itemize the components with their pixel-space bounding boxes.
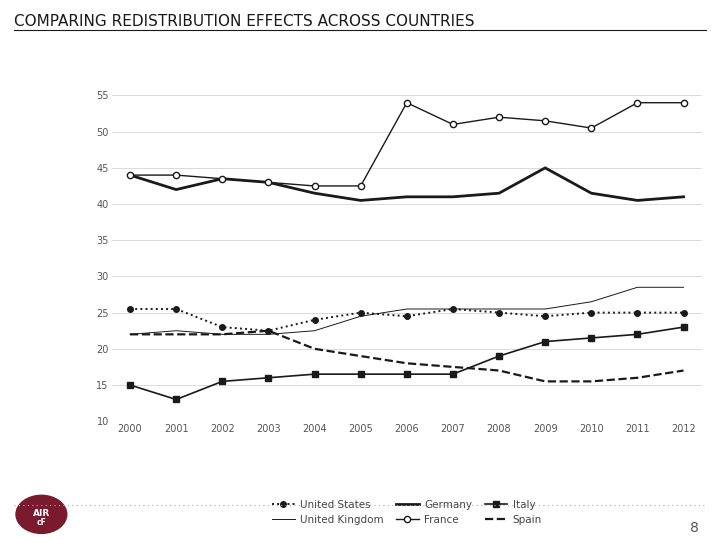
Text: COMPARING REDISTRIBUTION EFFECTS ACROSS COUNTRIES: COMPARING REDISTRIBUTION EFFECTS ACROSS … [14,14,475,29]
Text: 8: 8 [690,521,698,535]
Legend: United States, United Kingdom, Germany, France, Italy, Spain: United States, United Kingdom, Germany, … [271,500,542,525]
Circle shape [16,495,67,534]
Text: cF: cF [37,518,46,527]
Text: AIR: AIR [33,509,50,518]
